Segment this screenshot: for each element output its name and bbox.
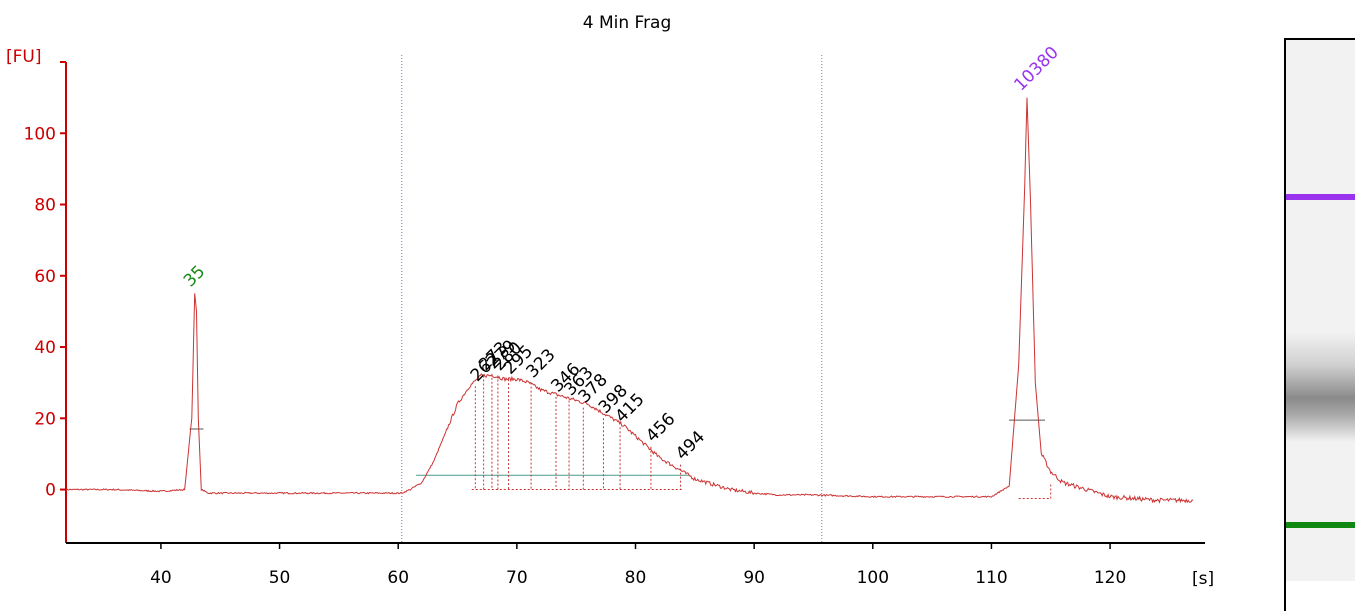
marker-label-10380: 10380	[1010, 43, 1062, 95]
x-tick-label-120: 120	[1094, 568, 1126, 588]
gel-smear	[1286, 332, 1355, 442]
gel-lower-marker-band	[1286, 522, 1355, 528]
y-tick-label-20: 20	[34, 409, 56, 429]
peak-label-456: 456	[642, 409, 679, 446]
x-tick-label-50: 50	[269, 568, 291, 588]
y-tick-label-100: 100	[24, 124, 56, 144]
marker-label-35: 35	[180, 262, 209, 291]
gel-upper-marker-band	[1286, 194, 1355, 200]
electropherogram-trace	[65, 97, 1194, 504]
x-axis-label: [s]	[1192, 569, 1214, 589]
chart-title: 4 Min Frag	[583, 13, 672, 33]
electropherogram-chart: 4 Min Frag 0 20 40 60 80 100 40 50 60 70 80 90 100 11…	[6, 13, 1214, 589]
y-tick-label-80: 80	[34, 196, 56, 216]
y-tick-label-0: 0	[45, 481, 56, 501]
y-axis-label: [FU]	[6, 47, 42, 67]
y-tick-label-60: 60	[34, 267, 56, 287]
x-tick-label-110: 110	[975, 568, 1007, 588]
x-tick-label-70: 70	[506, 568, 528, 588]
gel-image	[1284, 38, 1355, 611]
gel-lane	[1286, 40, 1355, 581]
x-tick-label-40: 40	[150, 568, 172, 588]
y-tick-label-40: 40	[34, 338, 56, 358]
x-tick-label-80: 80	[625, 568, 647, 588]
x-tick-label-100: 100	[857, 568, 889, 588]
x-tick-label-90: 90	[743, 568, 765, 588]
x-tick-label-60: 60	[387, 568, 409, 588]
peak-label-494: 494	[672, 427, 709, 464]
